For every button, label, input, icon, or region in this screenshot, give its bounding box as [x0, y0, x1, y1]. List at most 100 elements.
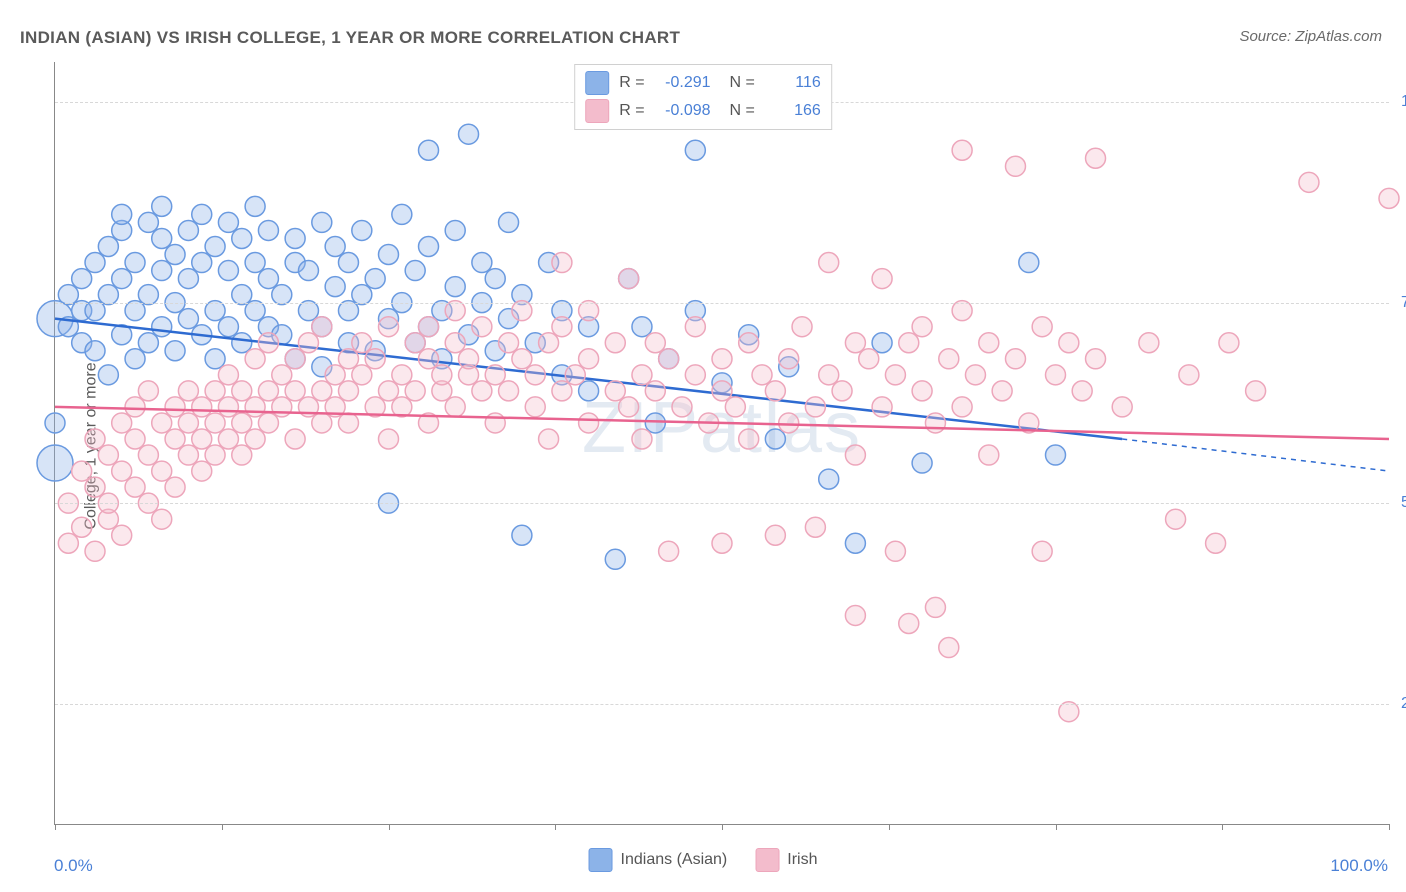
scatter-point	[739, 429, 759, 449]
scatter-point	[499, 333, 519, 353]
scatter-point	[952, 301, 972, 321]
scatter-point	[525, 397, 545, 417]
scatter-point	[285, 349, 305, 369]
scatter-point	[472, 253, 492, 273]
scatter-point	[672, 397, 692, 417]
scatter-point	[645, 381, 665, 401]
scatter-point	[1086, 349, 1106, 369]
scatter-point	[1166, 509, 1186, 529]
scatter-point	[338, 301, 358, 321]
legend-item-indian: Indians (Asian)	[589, 848, 728, 872]
scatter-point	[445, 277, 465, 297]
scatter-point	[405, 333, 425, 353]
scatter-point	[445, 220, 465, 240]
r-label: R =	[619, 74, 644, 92]
scatter-point	[218, 365, 238, 385]
scatter-point	[258, 413, 278, 433]
scatter-point	[125, 349, 145, 369]
scatter-point	[379, 245, 399, 265]
scatter-point	[1072, 381, 1092, 401]
scatter-point	[712, 349, 732, 369]
scatter-point	[138, 333, 158, 353]
scatter-point	[178, 381, 198, 401]
scatter-point	[685, 140, 705, 160]
scatter-point	[459, 124, 479, 144]
r-value-indian: -0.291	[655, 74, 711, 92]
scatter-point	[859, 349, 879, 369]
scatter-point	[312, 212, 332, 232]
scatter-point	[245, 253, 265, 273]
scatter-point	[365, 349, 385, 369]
scatter-point	[472, 381, 492, 401]
scatter-point	[845, 533, 865, 553]
scatter-point	[539, 429, 559, 449]
scatter-point	[312, 413, 332, 433]
x-tick	[55, 824, 56, 830]
scatter-point	[1206, 533, 1226, 553]
scatter-point	[979, 445, 999, 465]
scatter-point	[352, 365, 372, 385]
scatter-point	[272, 365, 292, 385]
scatter-point	[912, 453, 932, 473]
scatter-point	[645, 333, 665, 353]
scatter-point	[912, 381, 932, 401]
scatter-point	[632, 429, 652, 449]
scatter-point	[58, 533, 78, 553]
legend-label-irish: Irish	[787, 851, 817, 869]
scatter-point	[192, 253, 212, 273]
scatter-point	[565, 365, 585, 385]
scatter-point	[499, 381, 519, 401]
scatter-point	[1219, 333, 1239, 353]
scatter-point	[485, 413, 505, 433]
scatter-point	[352, 220, 372, 240]
scatter-point	[872, 333, 892, 353]
scatter-point	[1032, 317, 1052, 337]
scatter-point	[605, 549, 625, 569]
scatter-point	[379, 381, 399, 401]
scatter-point	[685, 365, 705, 385]
y-tick-label: 75.0%	[1393, 294, 1406, 312]
scatter-point	[1019, 253, 1039, 273]
scatter-point	[178, 220, 198, 240]
scatter-point	[605, 381, 625, 401]
scatter-point	[112, 525, 132, 545]
scatter-point	[138, 285, 158, 305]
scatter-point	[112, 461, 132, 481]
scatter-point	[165, 477, 185, 497]
scatter-point	[832, 381, 852, 401]
scatter-point	[312, 381, 332, 401]
scatter-point	[912, 317, 932, 337]
scatter-point	[1379, 188, 1399, 208]
scatter-point	[1046, 365, 1066, 385]
scatter-point	[298, 261, 318, 281]
scatter-point	[925, 597, 945, 617]
scatter-point	[485, 365, 505, 385]
scatter-point	[98, 236, 118, 256]
scatter-point	[419, 317, 439, 337]
scatter-point	[805, 517, 825, 537]
scatter-point	[939, 638, 959, 658]
trend-line-extrapolated	[1122, 439, 1389, 471]
scatter-point	[512, 349, 532, 369]
x-axis-max-label: 100.0%	[1330, 856, 1388, 876]
scatter-point	[218, 317, 238, 337]
scatter-point	[125, 301, 145, 321]
scatter-point	[192, 204, 212, 224]
scatter-point	[338, 253, 358, 273]
scatter-point	[472, 317, 492, 337]
scatter-point	[845, 605, 865, 625]
scatter-point	[965, 365, 985, 385]
scatter-point	[58, 285, 78, 305]
scatter-point	[792, 317, 812, 337]
scatter-point	[1059, 333, 1079, 353]
scatter-point	[218, 261, 238, 281]
scatter-point	[205, 301, 225, 321]
scatter-point	[152, 228, 172, 248]
scatter-point	[579, 381, 599, 401]
scatter-point	[405, 381, 425, 401]
scatter-point	[552, 381, 572, 401]
scatter-point	[885, 541, 905, 561]
scatter-point	[232, 285, 252, 305]
scatter-point	[1086, 148, 1106, 168]
scatter-point	[338, 381, 358, 401]
